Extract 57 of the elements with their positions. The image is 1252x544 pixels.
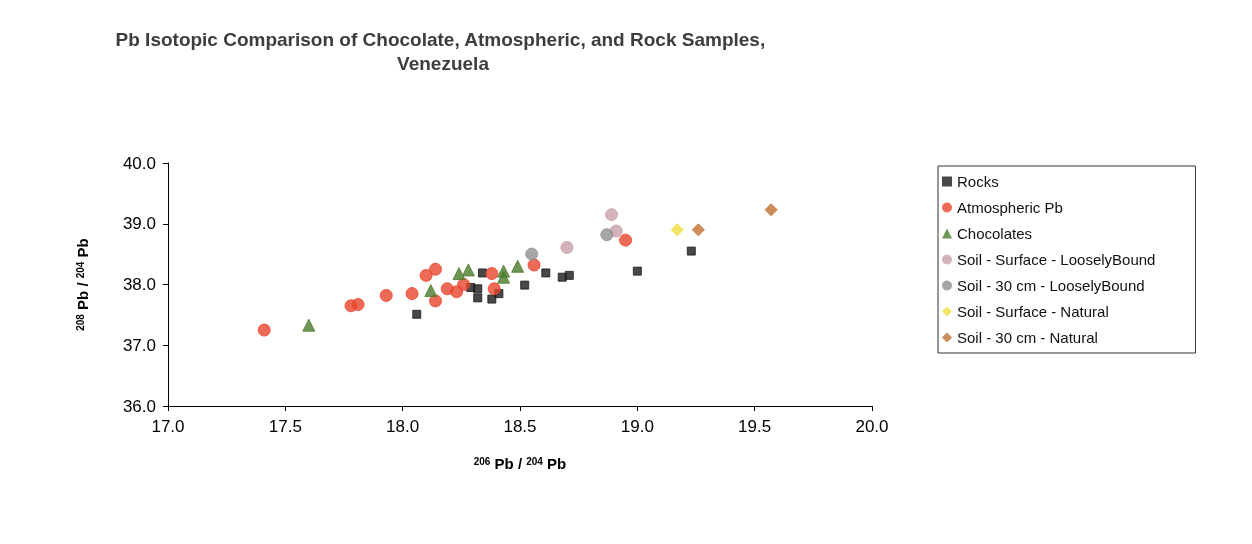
point (473, 293, 483, 303)
x-tick-label: 19.0 (620, 417, 654, 436)
point (473, 284, 483, 294)
x-tick-label: 17.5 (268, 417, 302, 436)
x-axis-title: 206 Pb / 204 Pb (473, 455, 567, 472)
point (605, 208, 619, 222)
point (560, 240, 574, 254)
x-tick-label: 19.5 (738, 417, 772, 436)
point (379, 288, 393, 302)
y-tick-label: 38.0 (122, 275, 156, 294)
point (424, 284, 438, 298)
point (477, 268, 487, 278)
point (429, 294, 443, 308)
point (632, 266, 642, 276)
point (691, 223, 705, 237)
point (525, 247, 539, 261)
point (487, 282, 501, 296)
point (520, 280, 530, 290)
y-tick-label: 40.0 (122, 153, 156, 173)
point (619, 233, 633, 247)
x-tick-label: 20.0 (855, 417, 889, 436)
x-tick-label: 17.0 (151, 417, 185, 436)
y-axis-title: 208 Pb / 204 Pb (74, 238, 91, 331)
y-tick-label: 39.0 (122, 214, 156, 234)
point (670, 223, 684, 237)
point (405, 287, 419, 301)
point (419, 268, 433, 282)
y-tick-label: 36.0 (122, 396, 156, 416)
point (600, 228, 614, 242)
legend-label: Soil - 30 cm - LooselyBound (957, 277, 1145, 294)
legend-label: Chocolates (957, 225, 1033, 242)
point (686, 246, 696, 256)
chart-title: Pb Isotopic Comparison of Chocolate, Atmospheric, and Rock Samples, Venezuela (115, 28, 771, 74)
point (487, 294, 497, 304)
point (511, 259, 525, 273)
point (452, 267, 466, 281)
point (429, 262, 443, 276)
legend-label: Soil - Surface - Natural (957, 303, 1109, 320)
point (564, 270, 574, 280)
x-tick-label: 18.5 (503, 417, 537, 436)
legend-label: Rocks (957, 173, 999, 190)
legend-label: Atmospheric Pb (957, 199, 1063, 216)
point (541, 268, 551, 278)
point (450, 285, 464, 299)
x-tick-label: 18.0 (386, 417, 420, 436)
point (461, 263, 475, 277)
point (527, 258, 541, 272)
point (485, 267, 499, 281)
point (412, 309, 422, 319)
legend-label: Soil - Surface - LooselyBound (957, 251, 1156, 268)
point (302, 318, 316, 332)
y-tick-label: 37.0 (122, 335, 156, 355)
point (497, 270, 511, 284)
point (351, 298, 365, 312)
point (764, 203, 778, 217)
legend-label: Soil - 30 cm - Natural (957, 329, 1098, 346)
point (257, 323, 271, 337)
